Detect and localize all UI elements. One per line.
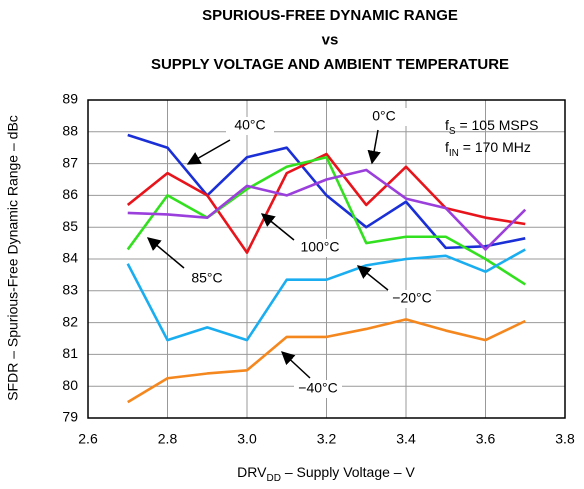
label-bg — [294, 380, 342, 398]
label-bg — [360, 108, 408, 126]
y-tick-label: 83 — [62, 282, 78, 298]
note: fS = 105 MSPS — [445, 117, 538, 137]
label-bg — [183, 270, 231, 288]
subscript: DD — [266, 473, 280, 484]
text-part: f — [445, 139, 449, 155]
text-part: DRV — [237, 464, 267, 480]
series-label: 0°C — [372, 108, 396, 124]
y-tick-label: 88 — [62, 123, 78, 139]
y-tick-label: 80 — [62, 377, 78, 393]
text-part: = 170 MHz — [459, 139, 531, 155]
series-line — [127, 318, 526, 404]
series-line — [126, 155, 526, 286]
y-tick-label: 89 — [62, 91, 78, 107]
label-bg — [296, 239, 344, 257]
y-tick-label: 87 — [62, 154, 78, 170]
y-axis-label: SFDR – Spurious-Free Dynamic Range – dBc — [5, 115, 21, 401]
y-tick-label: 79 — [62, 409, 78, 425]
series-label: 100°C — [300, 239, 339, 255]
series-label: −40°C — [298, 380, 337, 396]
text-part: = 105 MSPS — [456, 117, 539, 133]
subscript: IN — [449, 148, 459, 159]
x-tick-label: 2.8 — [158, 431, 178, 447]
plot-frame — [87, 99, 566, 419]
chart-title: SUPPLY VOLTAGE AND AMBIENT TEMPERATURE — [151, 56, 509, 73]
subscript: S — [449, 126, 456, 137]
y-tick-label: 82 — [62, 313, 78, 329]
text-part: f — [445, 117, 449, 133]
y-tick-label: 85 — [62, 218, 78, 234]
lines — [126, 133, 527, 404]
series-label: −20°C — [392, 290, 431, 306]
x-tick-label: 3.6 — [476, 431, 496, 447]
x-tick-label: 3.0 — [237, 431, 257, 447]
x-axis-label: DRVDD – Supply Voltage – V — [237, 464, 415, 484]
label-bg — [388, 290, 436, 308]
series-line — [126, 152, 526, 254]
note: fIN = 170 MHz — [445, 139, 531, 159]
y-tick-label: 81 — [62, 345, 78, 361]
y-tick-label: 84 — [62, 250, 78, 266]
x-tick-label: 3.2 — [317, 431, 337, 447]
label-bg — [226, 117, 274, 135]
chart-title: SPURIOUS-FREE DYNAMIC RANGE — [202, 7, 458, 24]
arrow — [367, 129, 381, 165]
x-tick-label: 3.8 — [555, 431, 575, 447]
arrow — [146, 237, 185, 269]
series-label: 85°C — [191, 270, 222, 286]
arrows — [146, 129, 389, 379]
arrow — [260, 213, 295, 241]
series-label: 40°C — [234, 117, 265, 133]
x-tick-label: 3.4 — [396, 431, 416, 447]
text-part: – Supply Voltage – V — [281, 464, 416, 480]
arrow — [356, 265, 389, 291]
x-tick-label: 2.6 — [78, 431, 98, 447]
series-line — [127, 168, 527, 251]
arrow — [281, 351, 311, 379]
arrow — [186, 139, 231, 165]
y-tick-label: 86 — [62, 186, 78, 202]
series-line — [126, 248, 526, 342]
series-line — [127, 133, 526, 250]
labels: 79 80 81 82 83 84 85 86 87 88 89 2.6 2.8 3.0 3.2 3.4 3.6… — [5, 91, 575, 484]
chart-title: vs — [322, 31, 339, 48]
